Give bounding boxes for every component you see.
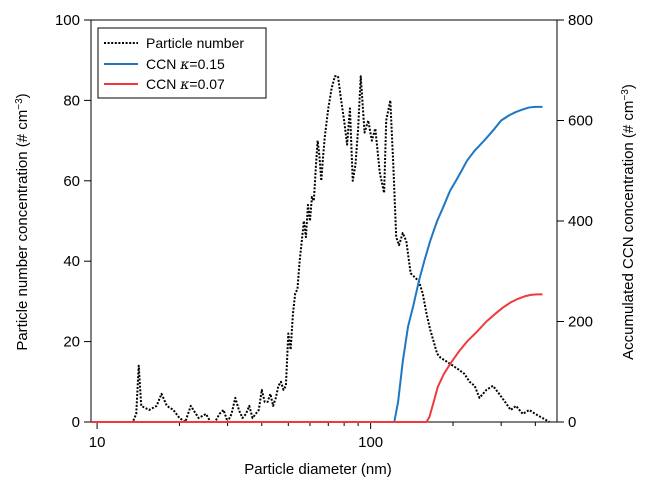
x-axis-title: Particle diameter (nm) <box>244 461 392 478</box>
right-y-tick-label: 600 <box>568 113 593 130</box>
x-tick-label: 10 <box>89 434 106 451</box>
left-y-tick-label: 20 <box>63 334 80 351</box>
series-line-2 <box>91 293 543 423</box>
legend-label-ccn-007-value: =0.07 <box>189 76 225 92</box>
left-y-axis-title: Particle number concentration (# cm−3) <box>14 93 32 350</box>
series-line-1 <box>91 105 543 423</box>
right-y-axis-title-sup: −3 <box>620 89 631 101</box>
series-group <box>91 75 550 423</box>
legend: Particle number CCN κ=0.15 CCN κ=0.07 <box>97 27 267 99</box>
left-y-tick-label: 0 <box>72 414 80 431</box>
left-y-axis-title-main: Particle number concentration (# cm <box>14 110 31 351</box>
left-y-axis-title-close: ) <box>14 93 31 98</box>
series-line-0 <box>91 75 550 423</box>
right-y-tick-label: 800 <box>568 12 593 29</box>
right-y-axis-title-main: Accumulated CCN concentration (# cm <box>620 101 637 360</box>
legend-label-ccn-015: CCN κ=0.15 <box>146 56 225 73</box>
left-y-tick-label: 60 <box>63 173 80 190</box>
legend-label-ccn-015-kappa: κ <box>179 57 189 73</box>
right-y-tick-label: 400 <box>568 213 593 230</box>
legend-label-ccn-015-prefix: CCN <box>146 56 180 72</box>
legend-label-ccn-007-prefix: CCN <box>146 76 180 92</box>
legend-label-ccn-015-value: =0.15 <box>189 56 225 72</box>
left-y-axis-title-sup: −3 <box>14 98 25 110</box>
legend-label-ccn-007-kappa: κ <box>179 77 189 93</box>
legend-label-particle-number: Particle number <box>146 35 244 51</box>
x-tick-label: 100 <box>358 434 383 451</box>
left-y-tick-label: 40 <box>63 253 80 270</box>
legend-label-ccn-007: CCN κ=0.07 <box>146 76 225 93</box>
left-y-tick-label: 100 <box>55 12 80 29</box>
right-y-tick-label: 0 <box>568 414 576 431</box>
right-y-tick-label: 200 <box>568 314 593 331</box>
left-y-tick-label: 80 <box>63 92 80 109</box>
ticks: 0 20 40 60 80 100 0 200 400 600 800 10 100 <box>55 12 593 451</box>
right-y-axis-title-close: ) <box>620 84 637 89</box>
right-y-axis-title: Accumulated CCN concentration (# cm−3) <box>620 84 638 360</box>
